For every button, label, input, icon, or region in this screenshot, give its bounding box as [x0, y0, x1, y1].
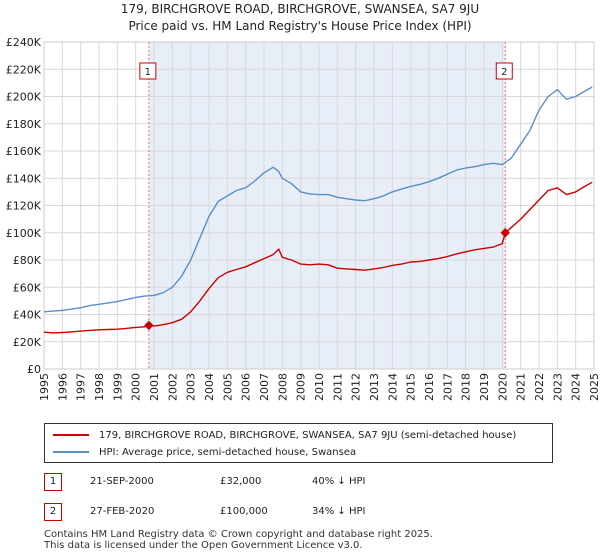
footer: Contains HM Land Registry data © Crown c… — [44, 529, 433, 551]
legend-label-property: 179, BIRCHGROVE ROAD, BIRCHGROVE, SWANSE… — [99, 429, 517, 441]
x-tick-label: 1995 — [38, 373, 51, 401]
footer-copyright: Contains HM Land Registry data © Crown c… — [44, 529, 433, 540]
price-chart: £0 £20K £40K £60K £80K £100K £120K £140K £160K £1… — [6, 36, 600, 401]
y-tick-label: £80K — [13, 254, 42, 267]
sale-point — [144, 320, 154, 331]
x-tick-label: 2009 — [295, 373, 308, 401]
sale-price: £100,000 — [220, 506, 268, 517]
x-tick-label: 2017 — [441, 373, 454, 401]
x-tick-label: 1996 — [56, 373, 69, 401]
sale-marker-number: 2 — [501, 67, 507, 78]
x-tick-label: 2020 — [496, 373, 509, 401]
legend: 179, BIRCHGROVE ROAD, BIRCHGROVE, SWANSE… — [44, 423, 553, 463]
x-tick-label: 2014 — [386, 373, 399, 401]
legend-entry-property: 179, BIRCHGROVE ROAD, BIRCHGROVE, SWANSE… — [53, 427, 516, 443]
sale-marker-box — [495, 62, 513, 80]
sale-price: £32,000 — [220, 476, 262, 487]
sale-hpi-delta: 34% ↓ HPI — [312, 506, 366, 517]
x-tick-label: 1999 — [111, 373, 124, 401]
chart-title-line2: Price paid vs. HM Land Registry's House … — [128, 19, 472, 33]
y-tick-label: £200K — [6, 91, 42, 104]
x-tick-label: 2010 — [313, 373, 326, 401]
y-tick-label: £60K — [13, 281, 42, 294]
x-tick-label: 2019 — [478, 373, 491, 401]
x-tick-label: 2018 — [460, 373, 473, 401]
sale-date: 27-FEB-2020 — [90, 506, 155, 517]
x-tick-label: 2001 — [148, 373, 161, 401]
legend-swatch-hpi — [53, 451, 89, 453]
y-tick-label: £0 — [27, 363, 41, 376]
y-tick-label: £20K — [13, 336, 42, 349]
y-tick-label: £180K — [6, 118, 42, 131]
plot-frame — [43, 41, 595, 370]
x-tick-label: 2022 — [533, 373, 546, 401]
sale-point — [500, 228, 510, 238]
x-tick-label: 1997 — [75, 373, 88, 401]
x-tick-label: 2021 — [515, 373, 528, 401]
x-tick-label: 2012 — [350, 373, 363, 401]
sale-marker-badge: 1 — [44, 473, 62, 491]
y-tick-label: £220K — [6, 63, 42, 76]
x-tick-label: 1998 — [93, 373, 106, 401]
sale-date: 21-SEP-2000 — [90, 476, 154, 487]
x-tick-label: 2002 — [166, 373, 179, 401]
property-price-line — [43, 181, 593, 334]
x-tick-label: 2011 — [331, 373, 344, 401]
x-tick-label: 2016 — [423, 373, 436, 401]
y-tick-label: £240K — [6, 36, 42, 49]
sale-marker-badge: 2 — [44, 503, 62, 521]
x-tick-label: 2008 — [276, 373, 289, 401]
x-tick-label: 2015 — [405, 373, 418, 401]
hpi-line — [43, 86, 593, 313]
x-tick-label: 2000 — [130, 373, 143, 401]
footer-licence: This data is licensed under the Open Gov… — [44, 540, 363, 551]
x-tick-label: 2007 — [258, 373, 271, 401]
legend-swatch-property — [53, 434, 89, 436]
x-tick-label: 2023 — [551, 373, 564, 401]
x-tick-label: 2004 — [203, 373, 216, 401]
sale-row: 2 27-FEB-2020 £100,000 34% ↓ HPI — [44, 502, 551, 522]
x-tick-label: 2024 — [570, 373, 583, 401]
y-tick-label: £40K — [13, 309, 42, 322]
y-tick-label: £120K — [6, 200, 42, 213]
x-tick-label: 2013 — [368, 373, 381, 401]
sale-row: 1 21-SEP-2000 £32,000 40% ↓ HPI — [44, 472, 551, 492]
x-tick-label: 2006 — [240, 373, 253, 401]
y-tick-label: £100K — [6, 227, 42, 240]
x-tick-label: 2025 — [588, 373, 600, 401]
sale-marker-box — [139, 62, 157, 80]
y-tick-label: £140K — [6, 172, 42, 185]
chart-title-line1: 179, BIRCHGROVE ROAD, BIRCHGROVE, SWANSE… — [120, 2, 480, 16]
y-tick-label: £160K — [6, 145, 42, 158]
x-tick-label: 2003 — [185, 373, 198, 401]
legend-label-hpi: HPI: Average price, semi-detached house,… — [99, 446, 357, 458]
x-tick-label: 2005 — [221, 373, 234, 401]
legend-entry-hpi: HPI: Average price, semi-detached house,… — [53, 444, 356, 460]
sale-hpi-delta: 40% ↓ HPI — [312, 476, 366, 487]
sale-marker-number: 1 — [145, 67, 151, 78]
